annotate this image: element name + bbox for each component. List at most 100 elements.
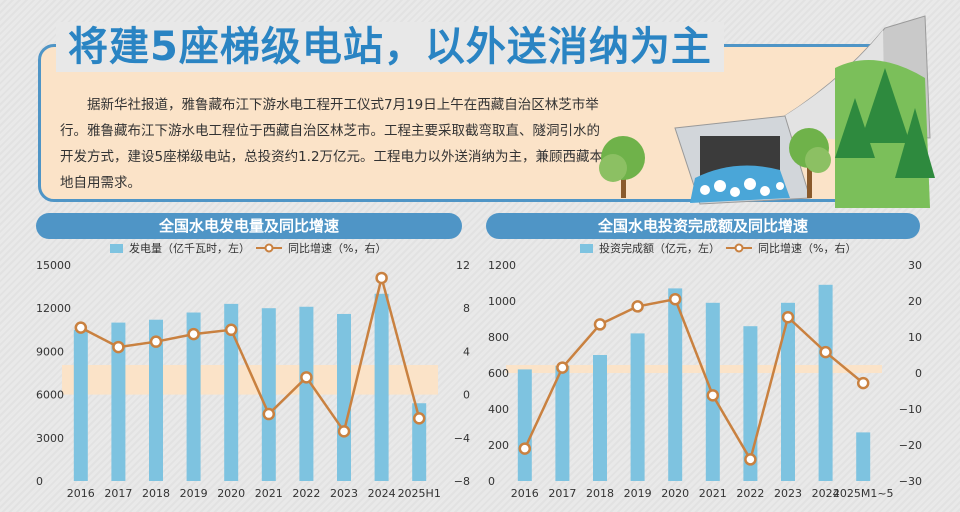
chart1-point	[412, 412, 426, 425]
chart2-point	[518, 442, 532, 455]
chart1-right-tick: −8	[454, 475, 470, 488]
chart2-x-tick: 2020	[661, 487, 689, 500]
chart1-left-tick: 3000	[36, 432, 64, 445]
chart1-x-tick: 2023	[330, 487, 358, 500]
chart1-right-tick: 0	[463, 389, 470, 402]
chart1-bar	[73, 329, 88, 481]
chart2-right-tick: −30	[899, 475, 922, 488]
chart2-bar	[555, 365, 570, 481]
chart2-x-tick: 2019	[624, 487, 652, 500]
chart2-left-tick: 800	[488, 331, 509, 344]
chart2-right-tick: 10	[908, 331, 922, 344]
chart2-point	[781, 310, 795, 324]
chart1-left-tick: 0	[36, 475, 43, 488]
chart2-right-tick: 20	[908, 295, 922, 308]
chart2-x-tick: 2016	[511, 487, 539, 500]
chart2-bar	[668, 288, 683, 481]
dam-illustration	[599, 15, 935, 208]
chart1-point	[375, 271, 388, 285]
chart2-point	[631, 300, 644, 313]
chart1-bar	[186, 312, 201, 481]
chart2-left-tick: 1200	[488, 259, 516, 272]
chart2-left-tick: 200	[488, 439, 509, 452]
chart2-right-tick: −20	[899, 439, 922, 452]
chart2-left-tick: 400	[488, 403, 509, 416]
chart2-bar	[818, 284, 833, 481]
chart2-x-tick: 2017	[548, 487, 576, 500]
chart2-x-tick: 2018	[586, 487, 614, 500]
chart1-x-tick: 2017	[104, 487, 132, 500]
chart1-x-tick: 2022	[292, 487, 320, 500]
chart1-line	[80, 277, 421, 435]
chart1-bar	[261, 308, 276, 481]
chart2-legend-bar: 投资完成额（亿元，左）	[599, 242, 720, 255]
chart2-right-tick: 0	[915, 367, 922, 380]
chart2-left-tick: 0	[488, 475, 495, 488]
chart2-line	[523, 297, 864, 463]
chart1-left-tick: 9000	[36, 345, 64, 358]
chart2-title: 全国水电投资完成额及同比增速	[486, 213, 920, 239]
chart1-x-tick: 2021	[255, 487, 283, 500]
legend-bar-swatch	[110, 243, 123, 253]
chart2-x-tick: 2021	[699, 487, 727, 500]
chart2-point	[668, 292, 682, 306]
chart1-bar	[224, 303, 239, 481]
chart2-right-tick: 30	[908, 259, 922, 272]
chart2-left-tick: 600	[488, 367, 509, 380]
chart1-right-tick: 4	[463, 345, 470, 358]
chart1-bar	[374, 293, 389, 481]
chart1-left-tick: 15000	[36, 259, 71, 272]
chart2-point	[744, 453, 757, 466]
legend-line-swatch	[726, 243, 752, 253]
chart1-x-tick: 2020	[217, 487, 245, 500]
chart2-point	[819, 345, 832, 359]
chart2-legend-line: 同比增速（%，右）	[758, 242, 857, 255]
chart1-point	[224, 323, 238, 337]
chart2-band	[506, 365, 882, 373]
chart1-legend: 发电量（亿千瓦时，左） 同比增速（%，右）	[110, 240, 386, 256]
chart1-right-tick: 12	[456, 259, 470, 272]
chart2-bar	[630, 333, 645, 481]
chart2-left-tick: 1000	[488, 295, 516, 308]
chart1-point	[262, 407, 276, 421]
chart1-point	[112, 340, 125, 354]
chart2-point	[556, 361, 569, 374]
chart2-right-tick: −10	[899, 403, 922, 416]
chart2-bar	[593, 355, 607, 481]
chart1-bar	[149, 319, 163, 481]
chart1-right-tick: −4	[454, 432, 470, 445]
chart2-bar	[781, 302, 795, 481]
chart2-x-tick: 2025M1~5	[833, 487, 894, 500]
chart1-left-tick: 6000	[36, 389, 64, 402]
chart2-bar	[517, 369, 532, 481]
chart2-point	[856, 376, 870, 390]
chart2-point	[706, 389, 720, 402]
chart1-point	[300, 371, 313, 384]
chart1-x-tick: 2019	[180, 487, 208, 500]
chart1-point	[337, 425, 351, 438]
chart2-bar	[856, 432, 871, 481]
chart1-point	[74, 321, 88, 334]
chart2-point	[593, 318, 607, 331]
legend-line-swatch	[256, 243, 282, 253]
legend-bar-swatch	[580, 243, 593, 253]
chart1-right-tick: 8	[463, 302, 470, 315]
chart1-left-tick: 12000	[36, 302, 71, 315]
chart1-bar	[111, 322, 126, 481]
chart1-x-tick: 2024	[368, 487, 396, 500]
chart2-x-tick: 2022	[736, 487, 764, 500]
main-title: 将建5座梯级电站，以外送消纳为主	[56, 22, 724, 72]
chart1-point	[149, 335, 163, 348]
chart2-x-tick: 2023	[774, 487, 802, 500]
chart1-x-tick: 2025H1	[398, 487, 441, 500]
chart1-bar	[299, 306, 314, 481]
chart1-bar	[337, 313, 351, 481]
chart1-point	[187, 327, 200, 341]
chart1-legend-bar: 发电量（亿千瓦时，左）	[129, 242, 250, 255]
chart2-x-tick: 2024	[812, 487, 840, 500]
chart1-title: 全国水电发电量及同比增速	[36, 213, 462, 239]
chart1-x-tick: 2016	[67, 487, 95, 500]
chart1-x-tick: 2018	[142, 487, 170, 500]
